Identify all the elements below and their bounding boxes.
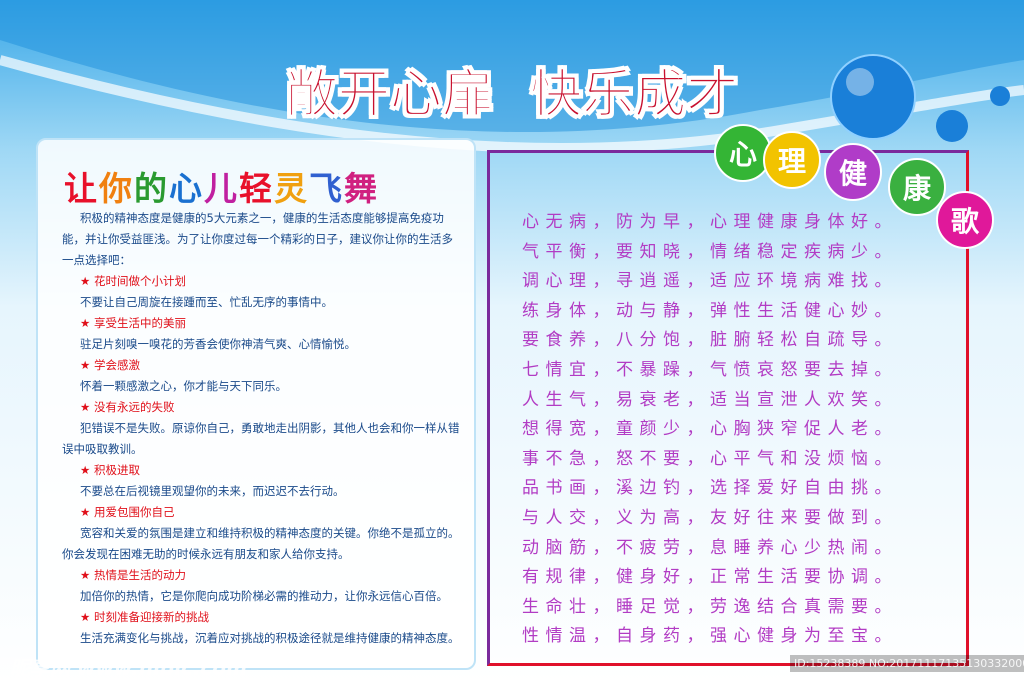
poem-line: 事不急，怒不要，心平气和没烦恼。 <box>522 448 898 469</box>
item-heading: 没有永远的失败 <box>62 397 462 418</box>
left-text: 积极的精神态度是健康的5大元素之一，健康的生活态度能够提高免疫功能，并让你受益匪… <box>62 208 462 649</box>
item-heading: 用爱包围你自己 <box>62 502 462 523</box>
item-text: 怀着一颗感激之心，你才能与天下同乐。 <box>80 379 287 393</box>
item-text: 驻足片刻嗅一嗅花的芳香会使你神清气爽、心情愉悦。 <box>80 337 356 351</box>
poem-line: 要食养，八分饱，脏腑轻松自疏导。 <box>522 330 898 351</box>
poem-line: 生命壮，睡足觉，劳逸结合真需要。 <box>522 596 898 617</box>
badge: 康 <box>888 158 946 216</box>
poem-line: 练身体，动与静，弹性生活健心妙。 <box>522 300 898 321</box>
poem-line: 气平衡，要知晓，情绪稳定疾病少。 <box>522 241 898 262</box>
badge: 健 <box>824 143 882 201</box>
item-heading: 花时间做个小计划 <box>62 271 462 292</box>
poem-line: 有规律，健身好，正常生活要协调。 <box>522 567 898 588</box>
watermark-site: 昵享网 www.nipic.com <box>10 656 247 680</box>
badge: 理 <box>763 131 821 189</box>
item-text: 不要总在后视镜里观望你的未来，而迟迟不去行动。 <box>80 484 345 498</box>
item-text: 犯错误不是失败。原谅你自己，勇敢地走出阴影，其他人也会和你一样从错误中吸取教训。 <box>62 421 460 456</box>
poem-line: 性情温，自身药，强心健身为至宝。 <box>522 626 898 647</box>
item-heading: 热情是生活的动力 <box>62 565 462 586</box>
item-text: 宽容和关爱的氛围是建立和维持积极的精神态度的关键。你绝不是孤立的。你会发现在困难… <box>62 526 460 561</box>
poem-line: 与人交，义为高，友好往来要做到。 <box>522 508 898 528</box>
poem-line: 动脑筋，不疲劳，息睡养心少热闹。 <box>522 537 898 558</box>
poem-line: 品书画，溪边钓，选择爱好自由挑。 <box>522 478 898 499</box>
poem-line: 调心理，寻逍遥，适应环境病难找。 <box>522 271 898 292</box>
watermark-id: ID:15238389 NO:20171117135130332000 <box>790 655 1024 672</box>
item-heading: 积极进取 <box>62 460 462 481</box>
badge: 心 <box>714 124 772 182</box>
poster-title: 敞开心扉 快乐成才 <box>285 65 739 126</box>
left-title: 让你的心儿轻灵飞舞 <box>64 169 379 208</box>
poem-line: 想得宽，童颜少，心胸狭窄促人老。 <box>522 419 898 440</box>
item-text: 不要让自己周旋在接踵而至、忙乱无序的事情中。 <box>80 295 333 309</box>
item-text: 加倍你的热情，它是你爬向成功阶梯必需的推动力，让你永远信心百倍。 <box>80 589 448 603</box>
poem-line: 心无病，防为早，心理健康身体好。 <box>522 212 898 232</box>
poem-line: 七情宜，不暴躁，气愤哀怒要去掉。 <box>522 360 898 380</box>
item-heading: 学会感激 <box>62 355 462 376</box>
item-heading: 享受生活中的美丽 <box>62 313 462 334</box>
item-heading: 时刻准备迎接新的挑战 <box>62 607 462 628</box>
intro: 积极的精神态度是健康的5大元素之一，健康的生活态度能够提高免疫功能，并让你受益匪… <box>62 211 453 267</box>
badge: 歌 <box>936 191 994 249</box>
item-text: 生活充满变化与挑战，沉着应对挑战的积极途径就是维持健康的精神态度。 <box>80 631 460 645</box>
poem-line: 人生气，易衰老，适当宣泄人欢笑。 <box>522 389 898 410</box>
